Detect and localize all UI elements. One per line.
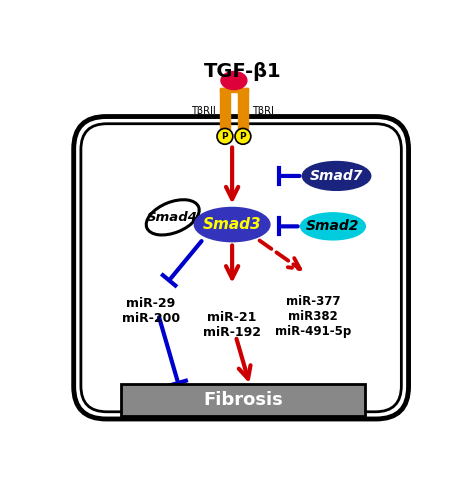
Text: miR-377
miR382
miR-491-5p: miR-377 miR382 miR-491-5p: [275, 295, 351, 338]
Text: TβRI: TβRI: [252, 106, 274, 116]
Ellipse shape: [146, 200, 199, 235]
Bar: [237, 88, 248, 129]
Text: Smad7: Smad7: [310, 169, 363, 183]
Circle shape: [217, 129, 233, 144]
Circle shape: [235, 129, 251, 144]
Ellipse shape: [194, 207, 270, 242]
Text: Fibrosis: Fibrosis: [203, 391, 283, 409]
Text: P: P: [240, 132, 246, 141]
FancyBboxPatch shape: [120, 384, 365, 416]
Bar: [219, 88, 230, 129]
Text: Smad4: Smad4: [147, 211, 198, 224]
FancyBboxPatch shape: [73, 116, 409, 419]
Text: P: P: [222, 132, 228, 141]
Text: TGF-β1: TGF-β1: [204, 62, 282, 81]
Ellipse shape: [221, 72, 247, 89]
Ellipse shape: [301, 213, 365, 240]
Text: TβRII: TβRII: [191, 106, 216, 116]
Text: Smad3: Smad3: [203, 217, 262, 232]
Text: miR-21
miR-192: miR-21 miR-192: [203, 311, 261, 339]
Text: Smad2: Smad2: [306, 219, 360, 233]
Ellipse shape: [302, 162, 371, 191]
Bar: [219, 88, 248, 92]
Text: miR-29
miR-200: miR-29 miR-200: [122, 297, 180, 325]
